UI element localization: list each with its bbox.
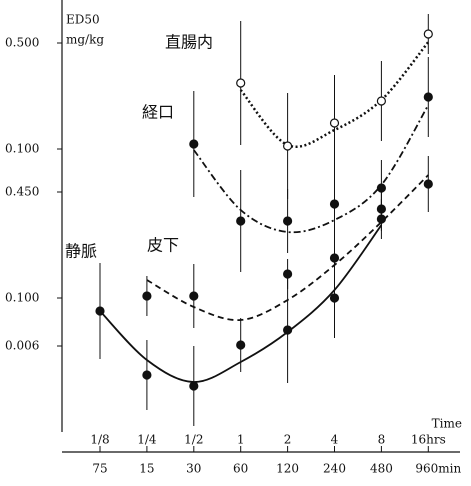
data-point [376,96,386,106]
x-tick-label: 1/8 [90,433,109,447]
data-point [236,340,246,350]
data-point [189,381,199,391]
data-point [329,199,340,209]
data-point [283,216,293,226]
data-point [142,370,152,380]
data-point [423,92,433,102]
y-tick-label: 0.450 [5,185,39,199]
y-tick-label: 0.500 [5,36,39,50]
x-tick-label: 16hrs [411,433,446,447]
series-label: 皮下 [147,236,179,255]
data-point [189,139,199,149]
x-tick-label-min: 240 [323,462,346,476]
x-tick-label-min: 480 [370,462,393,476]
y-label: ED50 [66,13,100,27]
data-point [329,293,340,303]
data-point [142,291,152,301]
data-point [423,179,433,189]
x-tick-label-min: 15 [139,462,154,476]
x-tick-label: 2 [284,433,292,447]
data-point [95,306,105,316]
data-point [283,141,293,151]
x-tick-label-min: 960min [415,462,461,476]
y-tick-label: 0.100 [5,142,39,156]
x-tick-label-min: 120 [276,462,299,476]
y-unit: mg/kg [66,33,104,47]
data-point [423,29,433,39]
x-tick-label-min: 60 [233,462,248,476]
data-point [236,216,246,226]
y-tick-label: 0.100 [5,291,39,305]
x-tick-label-min: 75 [92,462,107,476]
x-tick-label: 1 [237,433,245,447]
x-tick-label: 1/2 [184,433,203,447]
data-point [189,291,199,301]
series-label: 静脈 [65,242,97,261]
data-point [376,214,386,224]
x-tick-label: 8 [378,433,386,447]
data-point [236,78,246,88]
data-point [283,325,293,335]
x-tick-label: 1/4 [137,433,157,447]
x-tick-label: 4 [331,433,339,447]
x-label: Time [432,417,462,431]
series-label: 経口 [142,103,174,122]
data-point [283,269,293,279]
series-label: 直腸内 [165,33,213,52]
fit-curve [193,104,430,234]
data-point [329,118,340,128]
x-tick-label-min: 30 [186,462,201,476]
y-tick-label: 0.006 [5,339,39,353]
